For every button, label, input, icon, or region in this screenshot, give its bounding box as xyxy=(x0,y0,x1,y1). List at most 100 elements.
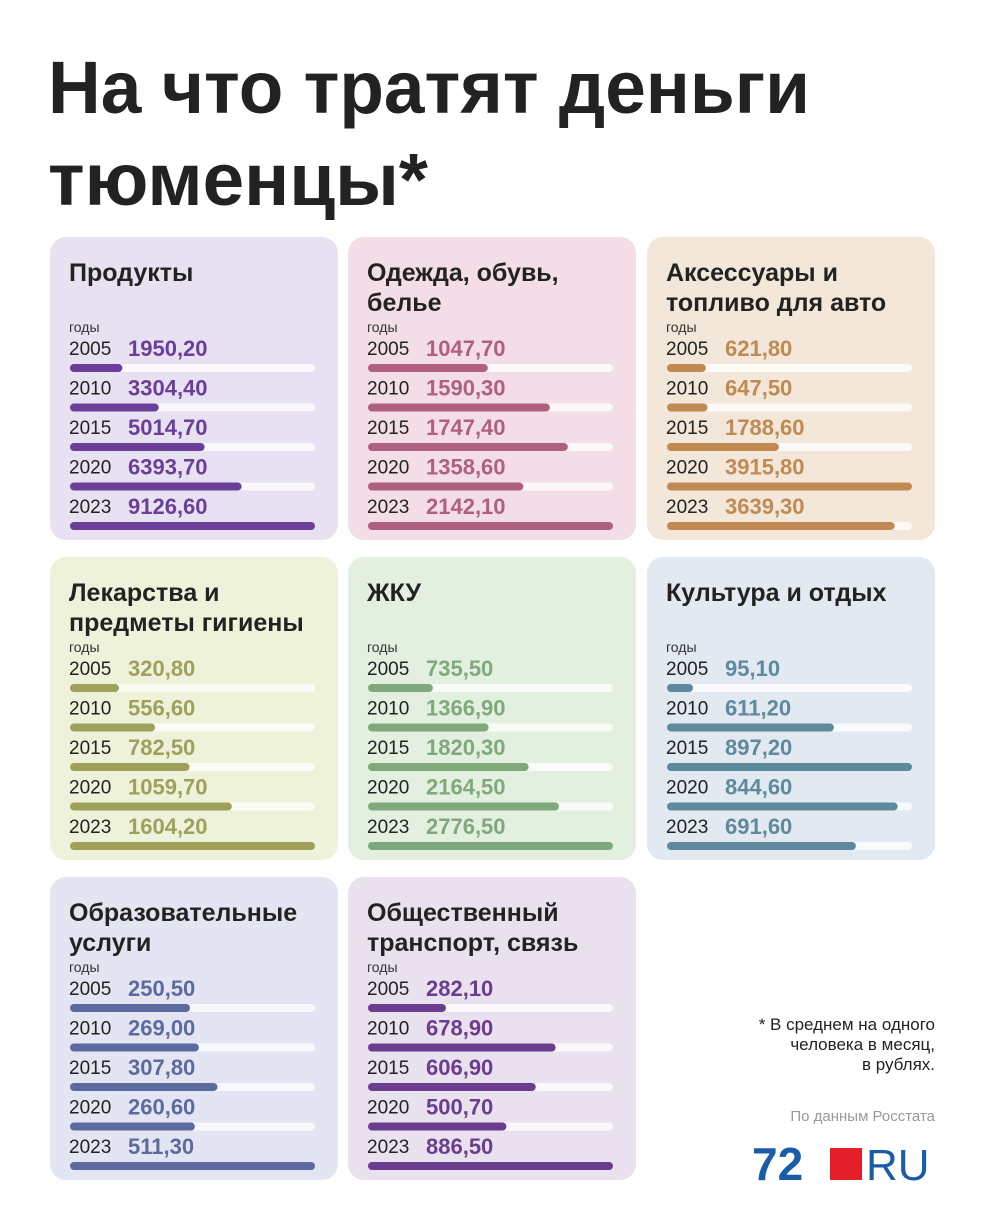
year-label: 2023 xyxy=(666,817,708,838)
value-label: 9126,60 xyxy=(128,494,208,519)
panel-title: Аксессуары и xyxy=(666,259,838,287)
panel xyxy=(647,237,935,540)
logo-number: 72 xyxy=(752,1138,803,1190)
bar xyxy=(70,364,123,372)
year-label: 2010 xyxy=(367,379,409,400)
bar xyxy=(667,443,779,451)
value-label: 782,50 xyxy=(128,735,195,760)
year-label: 2023 xyxy=(666,497,708,518)
year-label: 2005 xyxy=(367,659,409,680)
value-label: 678,90 xyxy=(426,1016,493,1041)
panel-title: Культура и отдых xyxy=(666,579,887,607)
value-label: 1590,30 xyxy=(426,376,506,401)
value-label: 844,60 xyxy=(725,775,792,800)
value-label: 1358,60 xyxy=(426,455,506,480)
year-label: 2015 xyxy=(69,418,111,439)
year-label: 2020 xyxy=(367,458,409,479)
bar xyxy=(70,1083,218,1091)
value-label: 5014,70 xyxy=(128,415,208,440)
year-label: 2005 xyxy=(367,979,409,1000)
axis-label: годы xyxy=(367,319,398,335)
bar xyxy=(70,1122,195,1131)
value-label: 886,50 xyxy=(426,1134,493,1159)
panel-title: Общественный xyxy=(367,899,559,927)
value-label: 3915,80 xyxy=(725,455,805,480)
bar xyxy=(368,482,524,491)
page-title: тюменцы* xyxy=(48,138,428,221)
year-label: 2023 xyxy=(367,497,409,518)
value-label: 691,60 xyxy=(725,814,792,839)
bar xyxy=(368,842,613,850)
bar xyxy=(368,522,613,530)
bar xyxy=(70,1162,315,1170)
panel-title: топливо для авто xyxy=(666,289,886,317)
year-label: 2010 xyxy=(69,699,111,720)
bar-track xyxy=(667,684,912,692)
bar xyxy=(368,364,488,372)
value-label: 1788,60 xyxy=(725,415,805,440)
logo-text: RU xyxy=(866,1141,930,1190)
year-label: 2010 xyxy=(69,1019,111,1040)
panel-title: Лекарства и xyxy=(69,579,220,607)
bar-track xyxy=(70,364,315,372)
year-label: 2010 xyxy=(367,1019,409,1040)
value-label: 95,10 xyxy=(725,656,780,681)
footnote: * В среднем на одного xyxy=(759,1015,935,1034)
value-label: 2164,50 xyxy=(426,775,506,800)
year-label: 2020 xyxy=(69,778,111,799)
year-label: 2015 xyxy=(367,738,409,759)
bar xyxy=(667,482,912,491)
bar xyxy=(368,1083,536,1091)
panel-title: услуги xyxy=(69,929,151,957)
source: По данным Росстата xyxy=(790,1108,935,1125)
year-label: 2015 xyxy=(69,738,111,759)
axis-label: годы xyxy=(69,319,100,335)
value-label: 2776,50 xyxy=(426,814,506,839)
bar xyxy=(70,1004,191,1012)
value-label: 282,10 xyxy=(426,976,493,1001)
year-label: 2005 xyxy=(666,659,708,680)
bar xyxy=(368,1004,446,1012)
value-label: 556,60 xyxy=(128,696,195,721)
panel xyxy=(50,877,338,1180)
bar xyxy=(70,1043,199,1052)
logo-mark xyxy=(830,1148,862,1180)
value-label: 307,80 xyxy=(128,1055,195,1080)
panel-title: Продукты xyxy=(69,259,193,287)
axis-label: годы xyxy=(69,639,100,655)
value-label: 1604,20 xyxy=(128,814,208,839)
year-label: 2005 xyxy=(69,979,111,1000)
year-label: 2023 xyxy=(367,817,409,838)
bar xyxy=(368,802,559,811)
year-label: 2005 xyxy=(666,339,708,360)
axis-label: годы xyxy=(367,959,398,975)
year-label: 2020 xyxy=(666,458,708,479)
bar xyxy=(368,763,529,771)
bar xyxy=(70,684,119,692)
year-label: 2010 xyxy=(666,379,708,400)
axis-label: годы xyxy=(69,959,100,975)
page-title: На что тратят деньги xyxy=(48,46,810,129)
panel xyxy=(348,237,636,540)
bar xyxy=(368,723,489,732)
panel xyxy=(647,557,935,860)
year-label: 2015 xyxy=(367,1058,409,1079)
value-label: 3639,30 xyxy=(725,494,805,519)
bar-track xyxy=(667,364,912,372)
value-label: 621,80 xyxy=(725,336,792,361)
year-label: 2015 xyxy=(666,738,708,759)
value-label: 260,60 xyxy=(128,1095,195,1120)
bar xyxy=(667,403,708,412)
bar xyxy=(368,403,550,412)
year-label: 2015 xyxy=(69,1058,111,1079)
panel-title: транспорт, связь xyxy=(367,929,578,957)
value-label: 647,50 xyxy=(725,376,792,401)
year-label: 2005 xyxy=(69,339,111,360)
year-label: 2020 xyxy=(367,1098,409,1119)
year-label: 2010 xyxy=(69,379,111,400)
value-label: 511,30 xyxy=(128,1134,194,1159)
bar xyxy=(70,522,315,530)
bar-track xyxy=(667,403,912,412)
bar xyxy=(667,364,706,372)
